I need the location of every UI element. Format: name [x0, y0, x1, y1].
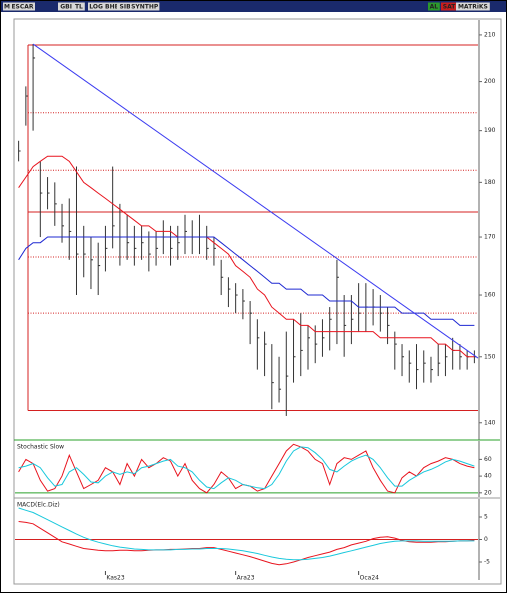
- y-tick-label: 190: [484, 127, 496, 134]
- y-tick-label: 0: [484, 536, 488, 543]
- toolbar-label[interactable]: TL: [75, 4, 83, 11]
- toolbar-label[interactable]: SAT: [443, 4, 456, 11]
- y-tick-label: 170: [484, 234, 496, 241]
- y-tick-label: 160: [484, 292, 496, 299]
- toolbar-button[interactable]: [104, 2, 121, 11]
- toolbar: [1, 1, 506, 12]
- y-tick-label: 5: [484, 514, 488, 521]
- toolbar-button[interactable]: [88, 2, 105, 11]
- y-tick-label: 40: [484, 473, 492, 480]
- trend-line: [32, 43, 479, 359]
- toolbar-label[interactable]: M: [4, 4, 10, 11]
- toolbar-label[interactable]: SYNTHP: [131, 4, 159, 11]
- toolbar-label[interactable]: MATRiKS: [458, 4, 488, 11]
- toolbar-button[interactable]: [3, 2, 11, 11]
- toolbar-button[interactable]: [73, 2, 85, 11]
- y-tick-label: 200: [484, 78, 496, 85]
- y-tick-label: 180: [484, 179, 496, 186]
- y-tick-label: 20: [484, 489, 492, 496]
- indicator-line: [18, 446, 475, 490]
- y-tick-label: 60: [484, 456, 492, 463]
- toolbar-button[interactable]: [441, 2, 458, 11]
- toolbar-label[interactable]: SIB: [120, 4, 132, 11]
- moving-average: [18, 236, 475, 326]
- toolbar-button[interactable]: [428, 2, 440, 11]
- indicator-line: [18, 507, 475, 561]
- indicator-line: [18, 521, 475, 566]
- toolbar-button[interactable]: [58, 2, 75, 11]
- toolbar-label[interactable]: ESCAR: [11, 4, 33, 11]
- toolbar-label[interactable]: GBI: [60, 4, 72, 11]
- toolbar-button[interactable]: [117, 2, 134, 11]
- y-tick-label: -5: [484, 559, 490, 566]
- y-tick-label: 210: [484, 31, 496, 38]
- moving-average: [18, 155, 475, 358]
- x-tick-label: Ara23: [237, 575, 255, 582]
- toolbar-label[interactable]: AL: [430, 4, 439, 11]
- panel-title: Stochastic Slow: [17, 444, 64, 451]
- y-tick-label: 150: [484, 353, 496, 360]
- toolbar-label[interactable]: LOG: [89, 4, 103, 11]
- toolbar-button[interactable]: [130, 2, 160, 11]
- toolbar-button[interactable]: [456, 2, 490, 11]
- toolbar-label[interactable]: BHB: [105, 4, 120, 11]
- chart-frame: [13, 18, 502, 585]
- toolbar-button[interactable]: [10, 2, 35, 11]
- x-tick-label: Oca24: [360, 575, 380, 582]
- x-tick-label: Kas23: [106, 575, 124, 582]
- panel-title: MACD(Elc.Diz): [17, 502, 60, 509]
- y-tick-label: 140: [484, 419, 496, 426]
